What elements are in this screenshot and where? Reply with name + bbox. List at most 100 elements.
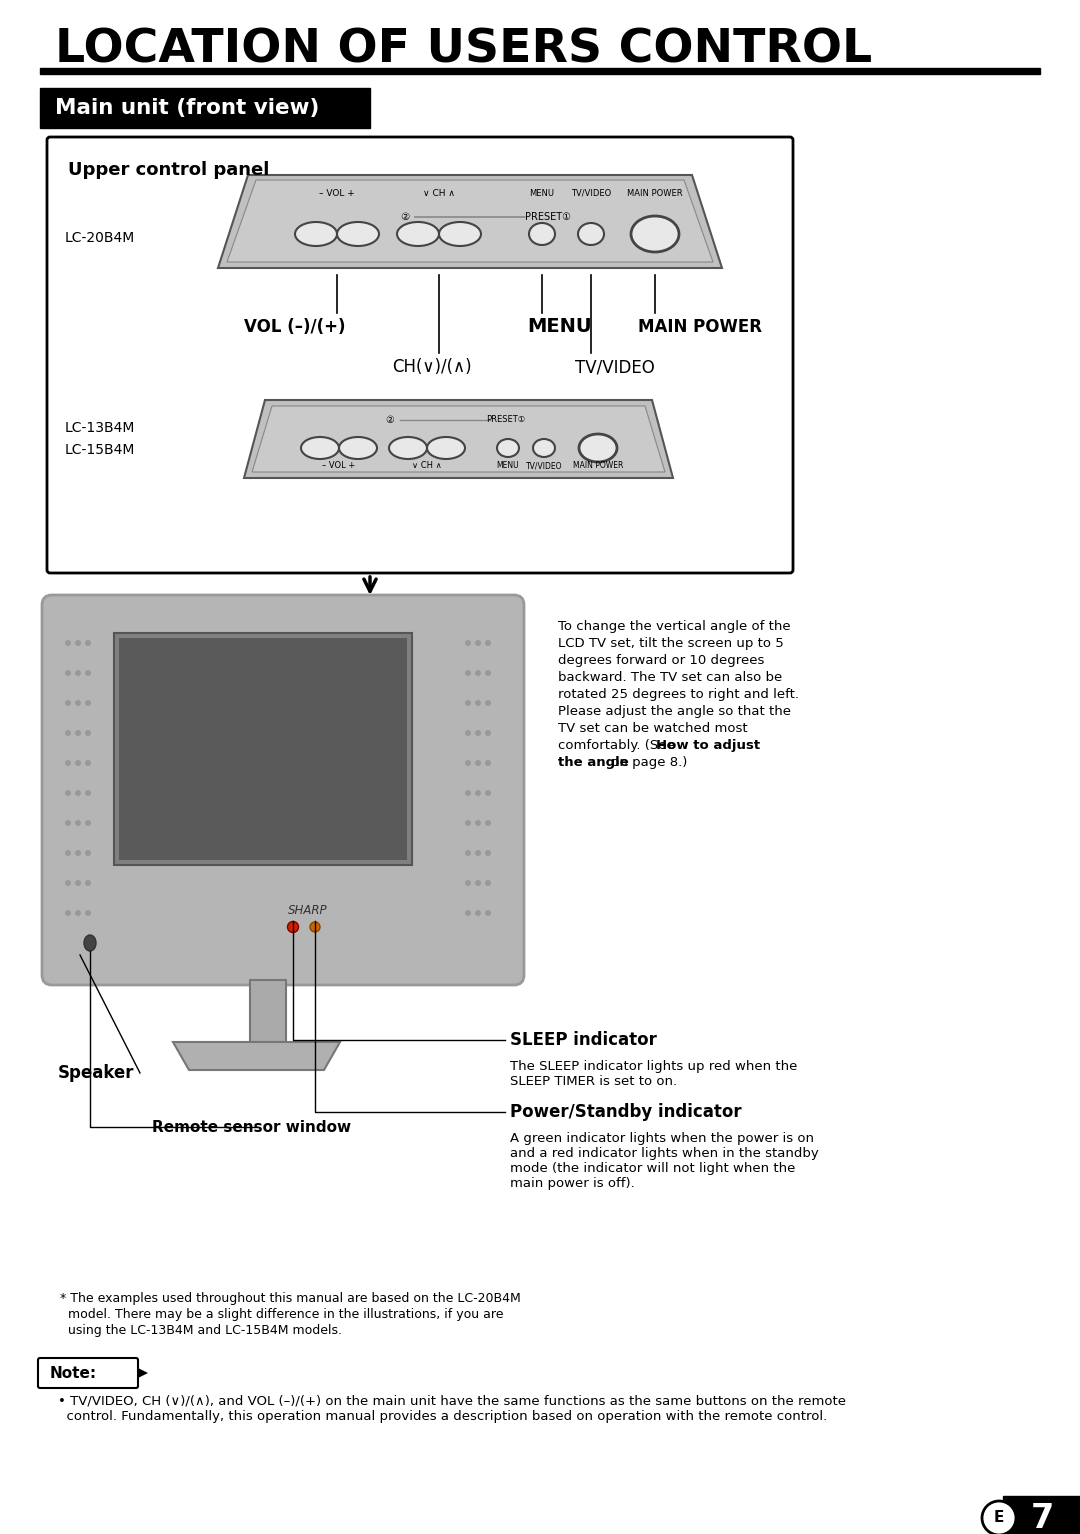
Circle shape [85,730,91,736]
Text: SHARP: SHARP [288,904,328,916]
Circle shape [485,790,491,796]
Circle shape [85,881,91,887]
Ellipse shape [497,439,519,457]
Circle shape [85,670,91,676]
Circle shape [85,640,91,646]
Text: ②: ② [386,416,394,425]
Circle shape [65,790,71,796]
Ellipse shape [631,216,679,252]
Circle shape [85,910,91,916]
Text: • TV/VIDEO, CH (∨)/(∧), and VOL (–)/(+) on the main unit have the same functions: • TV/VIDEO, CH (∨)/(∧), and VOL (–)/(+) … [58,1394,846,1407]
Text: LOCATION OF USERS CONTROL: LOCATION OF USERS CONTROL [55,28,873,72]
Text: Upper control panel: Upper control panel [68,161,269,179]
Text: A green indicator lights when the power is on
and a red indicator lights when in: A green indicator lights when the power … [510,1132,819,1190]
Text: TV set can be watched most: TV set can be watched most [558,723,747,735]
Text: Power/Standby indicator: Power/Standby indicator [510,1103,742,1121]
Text: To change the vertical angle of the: To change the vertical angle of the [558,620,791,634]
Circle shape [475,640,481,646]
Text: ∨ CH ∧: ∨ CH ∧ [413,462,442,471]
Text: MAIN POWER: MAIN POWER [627,189,683,198]
Ellipse shape [84,936,96,951]
Circle shape [475,790,481,796]
Circle shape [485,759,491,765]
Circle shape [85,821,91,825]
Bar [249,980,286,1042]
Text: Remote sensor window: Remote sensor window [152,1120,351,1135]
Text: TV/VIDEO: TV/VIDEO [571,189,611,198]
Text: – VOL +: – VOL + [319,189,355,198]
Ellipse shape [578,222,604,245]
Text: using the LC-13B4M and LC-15B4M models.: using the LC-13B4M and LC-15B4M models. [60,1324,342,1338]
Circle shape [465,821,471,825]
Circle shape [465,850,471,856]
Polygon shape [244,400,673,479]
Polygon shape [252,407,665,472]
Circle shape [75,790,81,796]
Circle shape [85,759,91,765]
Circle shape [75,881,81,887]
Text: VOL (–)/(+): VOL (–)/(+) [244,318,346,336]
Text: ∨ CH ∧: ∨ CH ∧ [423,189,455,198]
Circle shape [85,790,91,796]
Ellipse shape [529,222,555,245]
Circle shape [65,910,71,916]
Circle shape [65,821,71,825]
Circle shape [75,821,81,825]
Circle shape [475,821,481,825]
Bar [40,87,370,127]
Circle shape [65,670,71,676]
Polygon shape [138,1368,148,1378]
Circle shape [65,700,71,706]
Circle shape [75,910,81,916]
Circle shape [485,640,491,646]
Circle shape [485,850,491,856]
Circle shape [75,640,81,646]
Circle shape [465,700,471,706]
Text: ②: ② [401,212,409,222]
Circle shape [75,759,81,765]
Text: LCD TV set, tilt the screen up to 5: LCD TV set, tilt the screen up to 5 [558,637,784,650]
Circle shape [475,910,481,916]
Bar [40,67,1040,74]
Polygon shape [173,1042,340,1071]
Polygon shape [227,179,713,262]
Text: PRESET①: PRESET① [525,212,571,222]
Text: CH(∨)/(∧): CH(∨)/(∧) [392,357,472,376]
Text: How to adjust: How to adjust [656,739,759,752]
Text: model. There may be a slight difference in the illustrations, if you are: model. There may be a slight difference … [60,1309,503,1321]
Text: LC-15B4M: LC-15B4M [65,443,135,457]
Circle shape [475,881,481,887]
Text: rotated 25 degrees to right and left.: rotated 25 degrees to right and left. [558,689,799,701]
Circle shape [475,759,481,765]
Text: Speaker: Speaker [58,1065,135,1081]
Circle shape [310,922,320,933]
Circle shape [475,700,481,706]
Text: comfortably. (See: comfortably. (See [558,739,679,752]
Text: 7: 7 [1030,1502,1054,1534]
Ellipse shape [397,222,438,245]
Circle shape [75,700,81,706]
Text: TV/VIDEO: TV/VIDEO [576,357,654,376]
Circle shape [485,881,491,887]
Circle shape [65,881,71,887]
Text: The SLEEP indicator lights up red when the
SLEEP TIMER is set to on.: The SLEEP indicator lights up red when t… [510,1060,797,1088]
Circle shape [475,730,481,736]
Polygon shape [218,175,723,268]
Circle shape [485,730,491,736]
Text: MENU: MENU [529,189,554,198]
Circle shape [485,821,491,825]
Circle shape [982,1500,1016,1534]
Circle shape [485,910,491,916]
Text: * The examples used throughout this manual are based on the LC-20B4M: * The examples used throughout this manu… [60,1292,521,1305]
Bar [114,634,411,865]
Text: SLEEP indicator: SLEEP indicator [510,1031,657,1049]
Text: the angle: the angle [558,756,629,769]
Text: degrees forward or 10 degrees: degrees forward or 10 degrees [558,653,765,667]
Circle shape [465,640,471,646]
Ellipse shape [337,222,379,245]
Ellipse shape [438,222,481,245]
Ellipse shape [339,437,377,459]
Text: LC-20B4M: LC-20B4M [65,232,135,245]
Bar [1003,1496,1080,1534]
Text: PRESET①: PRESET① [486,416,526,425]
